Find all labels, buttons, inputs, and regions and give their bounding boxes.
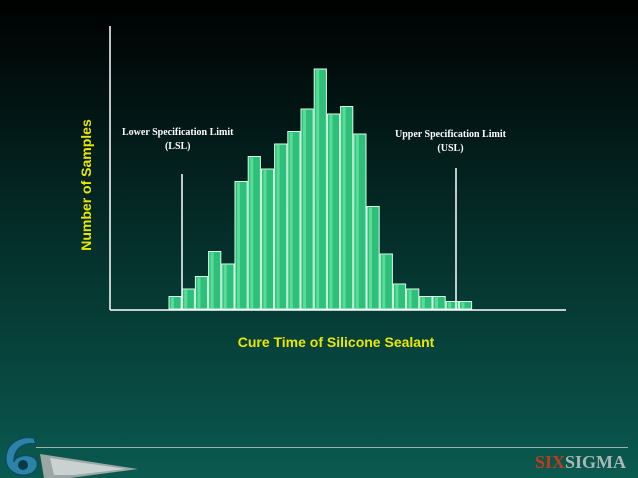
histogram-bar-highlight: [355, 135, 359, 309]
histogram-bar-highlight: [342, 107, 346, 309]
histogram-bar: [234, 181, 248, 310]
histogram-bar: [458, 301, 473, 310]
bars-group: [168, 68, 473, 310]
histogram-bar-highlight: [461, 302, 465, 309]
six-sigma-logo-icon: [5, 436, 138, 478]
six-sigma-brand: SIXSIGMA: [535, 452, 626, 473]
histogram-bar-highlight: [210, 252, 214, 309]
histogram-bar: [432, 296, 446, 310]
histogram-bar: [247, 156, 261, 310]
histogram-bar: [313, 68, 327, 310]
histogram-bar: [340, 106, 354, 310]
histogram-bar: [208, 251, 222, 310]
histogram-bar-highlight: [250, 157, 254, 309]
histogram-bar: [366, 206, 380, 310]
histogram-bar-highlight: [421, 297, 425, 309]
histogram-bar-highlight: [435, 297, 438, 309]
histogram-bar: [260, 168, 275, 310]
histogram-bar-highlight: [237, 182, 240, 309]
histogram-bar: [287, 131, 301, 310]
histogram-bar: [353, 133, 367, 310]
brand-six: SIX: [534, 452, 565, 472]
histogram-bar-highlight: [171, 297, 174, 309]
lsl-annotation-line-2: (LSL): [164, 141, 191, 152]
histogram-bar: [445, 301, 459, 310]
histogram-bar-highlight: [276, 145, 280, 309]
histogram-bar: [168, 296, 182, 310]
histogram-bar: [406, 288, 420, 310]
usl-annotation-line-2: (USL): [437, 143, 464, 154]
histogram-bar: [326, 113, 341, 310]
histogram-bar-highlight: [395, 285, 399, 309]
histogram-bar: [419, 296, 433, 310]
histogram-bar: [221, 263, 235, 310]
histogram-bar: [274, 143, 288, 310]
histogram-bar-highlight: [289, 132, 293, 309]
histogram-bar-highlight: [184, 290, 188, 309]
histogram-bar: [300, 108, 314, 310]
x-axis-label: Cure Time of Silicone Sealant: [237, 334, 435, 350]
histogram-bar-highlight: [329, 115, 333, 309]
histogram-bar: [392, 283, 407, 310]
y-axis-label: Number of Samples: [78, 119, 94, 251]
lsl-annotation: Lower Specification Limit (LSL): [122, 126, 233, 154]
histogram-bar: [379, 253, 393, 310]
histogram-bar-highlight: [316, 70, 320, 309]
histogram-bar-highlight: [369, 207, 372, 309]
lsl-annotation-line-1: Lower Specification Limit: [122, 127, 234, 138]
histogram-bar-highlight: [382, 255, 386, 309]
footer-divider: [36, 447, 628, 448]
usl-annotation: Upper Specification Limit (USL): [395, 128, 506, 156]
histogram-bar-highlight: [408, 290, 412, 309]
histogram-bar-highlight: [223, 265, 227, 309]
histogram-bar-highlight: [303, 110, 306, 309]
histogram-bar: [181, 288, 195, 310]
usl-annotation-line-1: Upper Specification Limit: [395, 129, 506, 140]
brand-sigma: SIGMA: [564, 452, 626, 472]
histogram-bar-highlight: [263, 170, 267, 309]
histogram-bar-highlight: [197, 277, 201, 309]
histogram-bar: [194, 276, 209, 310]
histogram-bar-highlight: [448, 302, 452, 309]
